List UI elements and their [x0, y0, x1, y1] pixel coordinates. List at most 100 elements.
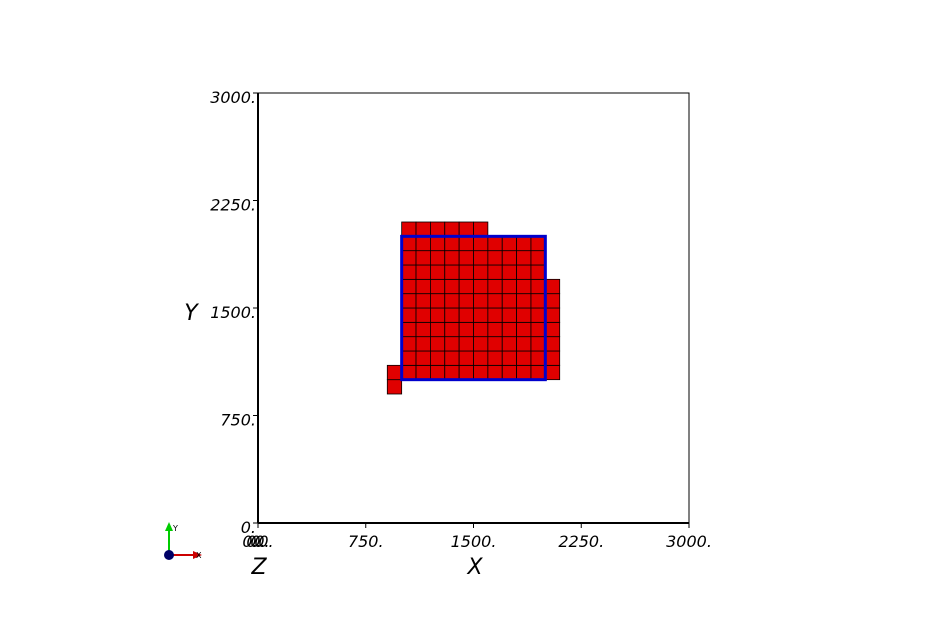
- grid-cell: [473, 293, 489, 309]
- grid-cell: [473, 235, 489, 252]
- grid-cell: [429, 264, 446, 280]
- grid-cell: [458, 221, 474, 237]
- grid-cell: [501, 350, 518, 366]
- grid-cell: [429, 307, 446, 323]
- outline-layer: [400, 234, 547, 382]
- grid-cell: [458, 321, 474, 338]
- grid-cell: [516, 364, 532, 381]
- triad-y-label: Y: [172, 524, 178, 533]
- grid-cell: [530, 364, 546, 381]
- grid-cell: [401, 364, 417, 381]
- grid-cell: [458, 264, 474, 280]
- grid-cell: [530, 336, 546, 352]
- z-tick-label: 0.: [258, 532, 273, 551]
- grid-cell: [487, 293, 503, 309]
- grid-cell: [401, 307, 417, 323]
- grid-cell: [401, 250, 417, 266]
- grid-cell: [401, 350, 417, 366]
- grid-cell: [487, 264, 503, 280]
- grid-cell: [544, 321, 561, 338]
- grid-cell: [415, 336, 431, 352]
- grid-cell: [501, 293, 518, 309]
- grid-cell: [501, 235, 518, 252]
- grid-cell: [415, 278, 431, 295]
- grid-cell: [458, 307, 474, 323]
- grid-cell: [487, 350, 503, 366]
- grid-cell: [516, 336, 532, 352]
- y-tick-label: 0.: [241, 518, 256, 537]
- grid-cell: [516, 264, 532, 280]
- triad-z-axis: [164, 550, 174, 560]
- grid-cell: [473, 321, 489, 338]
- grid-cell: [429, 336, 446, 352]
- grid-cell: [429, 293, 446, 309]
- grid-cell: [429, 321, 446, 338]
- grid-cell: [487, 364, 503, 381]
- z-tick-label: 0.: [250, 532, 265, 551]
- grid-cell: [516, 250, 532, 266]
- grid-cell: [415, 250, 431, 266]
- grid-cell: [401, 235, 417, 252]
- grid-cell: [530, 278, 546, 295]
- grid-cell: [458, 364, 474, 381]
- x-tick-label: 0.: [242, 532, 257, 551]
- grid-cell: [458, 250, 474, 266]
- tick-layer: 750. 1500. 2250. 3000. 0.0.0.0.0.0. 750. 1500.…: [210, 88, 712, 551]
- grid-cell: [444, 336, 460, 352]
- grid-cell: [544, 278, 561, 295]
- grid-cell: [530, 235, 546, 252]
- grid-cell: [415, 307, 431, 323]
- grid-cell: [501, 336, 518, 352]
- grid-cell: [487, 235, 503, 252]
- grid-cell: [544, 293, 561, 309]
- grid-cell: [501, 278, 518, 295]
- x-tick-label: 1500.: [451, 532, 497, 551]
- z-tick-label: 0.: [246, 532, 261, 551]
- grid-cell: [429, 250, 446, 266]
- grid-cell: [473, 278, 489, 295]
- x-tick-label: 2250.: [558, 532, 604, 551]
- grid-cell: [501, 364, 518, 381]
- grid-cell: [458, 278, 474, 295]
- triad-y-arrowhead: [165, 522, 173, 531]
- y-axis-title: Y: [184, 301, 199, 326]
- x-axis-title: X: [466, 555, 483, 580]
- grid-cell: [501, 307, 518, 323]
- z-axis-title: Z: [250, 555, 267, 580]
- orientation-triad: Y X: [164, 522, 202, 560]
- y-tick-label: 2250.: [210, 196, 256, 215]
- grid-cell: [415, 321, 431, 338]
- grid-cell: [516, 235, 532, 252]
- grid-cell: [530, 250, 546, 266]
- grid-cell: [429, 221, 446, 237]
- grid-cell: [401, 278, 417, 295]
- grid-cell: [444, 364, 460, 381]
- grid-cell: [444, 350, 460, 366]
- grid-cell: [444, 264, 460, 280]
- region-outline: [400, 234, 547, 382]
- grid-cell: [444, 293, 460, 309]
- grid-cell: [386, 379, 403, 395]
- grid-cell: [516, 307, 532, 323]
- grid-cell: [401, 221, 417, 237]
- grid-cell: [415, 293, 431, 309]
- x-tick-label: 750.: [348, 532, 384, 551]
- grid-cell: [487, 321, 503, 338]
- grid-cell: [516, 278, 532, 295]
- grid-cell: [444, 278, 460, 295]
- grid-cell: [530, 350, 546, 366]
- grid-cell: [458, 293, 474, 309]
- grid-cell: [429, 350, 446, 366]
- grid-cell: [444, 307, 460, 323]
- grid-cell: [487, 336, 503, 352]
- grid-cell: [401, 293, 417, 309]
- grid-cell: [544, 364, 561, 381]
- y-tick-label: 1500.: [210, 303, 256, 322]
- grid-cell: [415, 350, 431, 366]
- grid-cell: [429, 364, 446, 381]
- y-tick-label: 750.: [220, 411, 256, 430]
- grid-cell: [516, 350, 532, 366]
- grid-cell: [458, 350, 474, 366]
- grid-cell: [473, 350, 489, 366]
